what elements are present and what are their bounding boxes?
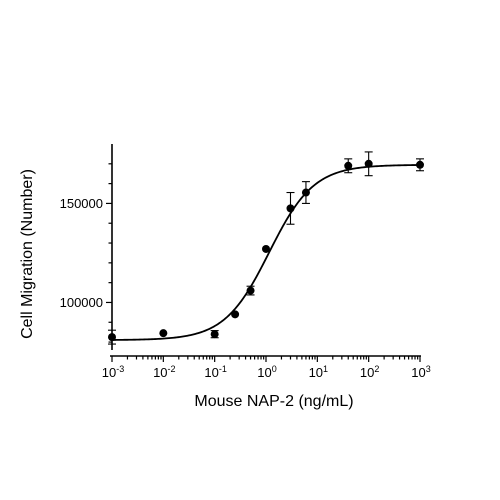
y-tick-label: 150000 xyxy=(60,196,103,211)
data-point xyxy=(286,204,295,213)
y-ticks: 100000 150000 xyxy=(60,163,112,343)
data-point xyxy=(108,333,116,342)
x-axis-title: Mouse NAP-2 (ng/mL) xyxy=(194,393,353,410)
x-tick-label: 101 xyxy=(309,364,328,380)
y-axis-title: Cell Migration (Number) xyxy=(19,169,36,339)
data-point xyxy=(364,159,373,168)
x-tick-label: 10-1 xyxy=(204,364,226,380)
x-tick-label: 10-3 xyxy=(102,364,124,380)
y-tick-label: 100000 xyxy=(60,295,103,310)
data-point xyxy=(159,329,168,338)
data-point xyxy=(416,160,424,169)
x-tick-label: 102 xyxy=(360,364,379,380)
x-tick-label: 100 xyxy=(257,364,276,380)
data-point xyxy=(301,188,310,197)
data-point xyxy=(246,286,255,295)
data-point xyxy=(262,244,270,253)
data-point xyxy=(231,310,240,319)
data-point xyxy=(210,330,219,339)
data-point xyxy=(344,161,353,170)
data-points xyxy=(108,159,424,342)
x-tick-label: 103 xyxy=(411,364,430,380)
x-ticks: 10-3 10-2 10-1 100 101 102 103 xyxy=(102,356,431,380)
x-tick-label: 10-2 xyxy=(153,364,175,380)
